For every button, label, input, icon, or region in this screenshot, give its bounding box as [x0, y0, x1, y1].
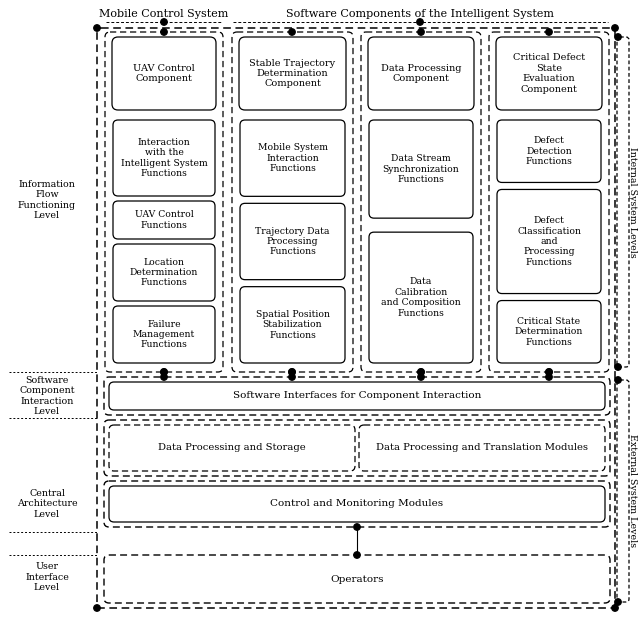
FancyBboxPatch shape [240, 287, 345, 363]
FancyBboxPatch shape [104, 555, 610, 603]
Circle shape [354, 552, 360, 558]
Circle shape [161, 29, 167, 35]
Text: Critical Defect
State
Evaluation
Component: Critical Defect State Evaluation Compone… [513, 53, 585, 93]
Circle shape [615, 364, 621, 370]
Text: User
Interface
Level: User Interface Level [25, 562, 69, 592]
Circle shape [546, 369, 552, 375]
Circle shape [161, 369, 167, 375]
Text: Mobile System
Interaction
Functions: Mobile System Interaction Functions [257, 143, 328, 173]
Text: Operators: Operators [330, 574, 384, 584]
Text: Critical State
Determination
Functions: Critical State Determination Functions [515, 317, 583, 347]
Text: Spatial Position
Stabilization
Functions: Spatial Position Stabilization Functions [255, 310, 330, 340]
Text: Trajectory Data
Processing
Functions: Trajectory Data Processing Functions [255, 226, 330, 256]
FancyBboxPatch shape [497, 120, 601, 182]
Circle shape [289, 369, 295, 375]
Text: Software Interfaces for Component Interaction: Software Interfaces for Component Intera… [233, 391, 481, 401]
Text: Defect
Detection
Functions: Defect Detection Functions [525, 136, 572, 166]
FancyBboxPatch shape [361, 32, 481, 372]
FancyBboxPatch shape [369, 232, 473, 363]
FancyBboxPatch shape [112, 37, 216, 110]
Text: Location
Determination
Functions: Location Determination Functions [130, 258, 198, 287]
FancyBboxPatch shape [617, 380, 629, 602]
Circle shape [289, 29, 295, 35]
Text: Failure
Management
Functions: Failure Management Functions [133, 320, 195, 349]
Circle shape [161, 19, 167, 25]
Text: Stable Trajectory
Determination
Component: Stable Trajectory Determination Componen… [250, 58, 335, 88]
Circle shape [418, 369, 424, 375]
Text: Interaction
with the
Intelligent System
Functions: Interaction with the Intelligent System … [120, 138, 207, 178]
Text: Software
Component
Interaction
Level: Software Component Interaction Level [19, 376, 75, 416]
FancyBboxPatch shape [368, 37, 474, 110]
Circle shape [417, 19, 423, 25]
FancyBboxPatch shape [617, 37, 629, 367]
FancyBboxPatch shape [359, 425, 605, 471]
FancyBboxPatch shape [496, 37, 602, 110]
FancyBboxPatch shape [109, 425, 355, 471]
FancyBboxPatch shape [497, 189, 601, 293]
FancyBboxPatch shape [104, 377, 610, 415]
FancyBboxPatch shape [109, 486, 605, 522]
Circle shape [418, 369, 424, 375]
Text: Data Stream
Synchronization
Functions: Data Stream Synchronization Functions [383, 154, 460, 184]
Text: Data Processing and Storage: Data Processing and Storage [158, 443, 306, 453]
Circle shape [289, 369, 295, 375]
FancyBboxPatch shape [113, 201, 215, 239]
Circle shape [615, 34, 621, 40]
FancyBboxPatch shape [105, 32, 223, 372]
Circle shape [546, 29, 552, 35]
FancyBboxPatch shape [97, 28, 615, 608]
FancyBboxPatch shape [104, 420, 610, 476]
Circle shape [612, 25, 618, 31]
Circle shape [94, 25, 100, 31]
FancyBboxPatch shape [113, 306, 215, 363]
FancyBboxPatch shape [239, 37, 346, 110]
Circle shape [615, 377, 621, 383]
Text: Defect
Classification
and
Processing
Functions: Defect Classification and Processing Fun… [517, 216, 581, 267]
Circle shape [161, 369, 167, 375]
Circle shape [546, 374, 552, 380]
Text: Data Processing and Translation Modules: Data Processing and Translation Modules [376, 443, 588, 453]
FancyBboxPatch shape [113, 244, 215, 301]
Circle shape [546, 369, 552, 375]
Text: Software Components of the Intelligent System: Software Components of the Intelligent S… [287, 9, 554, 19]
Circle shape [418, 374, 424, 380]
FancyBboxPatch shape [104, 481, 610, 527]
FancyBboxPatch shape [240, 120, 345, 196]
FancyBboxPatch shape [109, 382, 605, 410]
Text: External System Levels: External System Levels [627, 435, 637, 547]
Text: Data
Calibration
and Composition
Functions: Data Calibration and Composition Functio… [381, 278, 461, 318]
Circle shape [289, 374, 295, 380]
FancyBboxPatch shape [232, 32, 353, 372]
Circle shape [161, 374, 167, 380]
Text: Control and Monitoring Modules: Control and Monitoring Modules [271, 500, 444, 508]
Circle shape [94, 605, 100, 611]
FancyBboxPatch shape [369, 120, 473, 218]
Circle shape [615, 599, 621, 605]
FancyBboxPatch shape [240, 203, 345, 280]
Text: Central
Architecture
Level: Central Architecture Level [17, 489, 77, 519]
Circle shape [418, 29, 424, 35]
Text: UAV Control
Functions: UAV Control Functions [134, 210, 193, 229]
FancyBboxPatch shape [489, 32, 609, 372]
FancyBboxPatch shape [497, 300, 601, 363]
FancyBboxPatch shape [113, 120, 215, 196]
Circle shape [612, 605, 618, 611]
Text: Information
Flow
Functioning
Level: Information Flow Functioning Level [18, 180, 76, 220]
Text: Internal System Levels: Internal System Levels [627, 147, 637, 257]
Text: Data Processing
Component: Data Processing Component [381, 64, 461, 83]
Circle shape [354, 524, 360, 530]
Text: Mobile Control System: Mobile Control System [99, 9, 228, 19]
Text: UAV Control
Component: UAV Control Component [133, 64, 195, 83]
